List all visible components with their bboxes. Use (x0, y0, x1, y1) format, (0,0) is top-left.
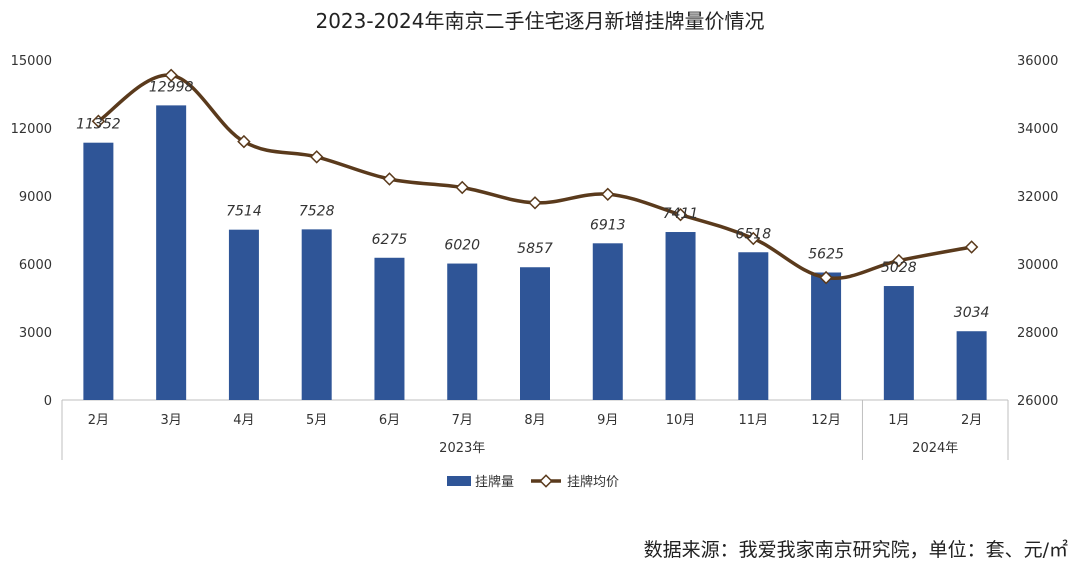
legend: 挂牌量 挂牌均价 (447, 474, 619, 490)
x-axis-tick: 7月 (452, 413, 473, 428)
line-point (237, 134, 251, 149)
bar (520, 267, 550, 400)
bar-data-label: 6020 (444, 238, 480, 254)
x-axis-tick: 10月 (666, 413, 696, 428)
x-axis-tick: 4月 (233, 413, 254, 428)
x-axis-tick: 5月 (306, 413, 327, 428)
left-axis-tick: 6000 (19, 258, 52, 273)
legend-swatch-marker (539, 474, 553, 488)
line-point (964, 240, 979, 254)
bar-data-label: 11352 (76, 117, 121, 133)
data-labels: 11352 12998 7514 7528 6275 6020 5857 6913 7411 65… (76, 79, 989, 321)
bar-data-label: 5028 (881, 260, 917, 276)
chart-title: 2023-2024年南京二手住宅逐月新增挂牌量价情况 (315, 9, 764, 33)
axes: 0 3000 6000 9000 12000 15000 26000 28000 30000 32… (11, 54, 1058, 460)
bar (156, 105, 187, 401)
bar (811, 272, 842, 400)
left-axis-tick: 9000 (19, 190, 52, 205)
left-axis-tick: 12000 (11, 122, 52, 137)
line-point (528, 196, 542, 210)
left-axis-tick: 0 (44, 394, 52, 409)
x-axis-tick: 1月 (888, 413, 909, 428)
line-point (892, 253, 906, 268)
bar (301, 229, 332, 400)
line-point (455, 180, 469, 195)
line-series (91, 68, 979, 285)
x-axis-tick: 2月 (961, 413, 982, 428)
x-axis-tick: 11月 (739, 413, 769, 428)
bar-data-label: 6518 (735, 226, 771, 242)
x-axis-tick: 3月 (161, 413, 182, 428)
bar (883, 286, 914, 400)
x-axis-tick: 9月 (597, 413, 618, 428)
source-note: 数据来源：我爱我家南京研究院，单位：套、元/㎡ (644, 538, 1068, 561)
bar (447, 263, 478, 400)
bar-series (83, 105, 987, 401)
bar (592, 243, 623, 400)
bar (956, 331, 987, 400)
bar-data-label: 3034 (954, 305, 990, 321)
x-axis-tick: 8月 (524, 413, 545, 428)
legend-label-line: 挂牌均价 (567, 474, 619, 490)
bar-data-label: 6275 (372, 232, 408, 248)
x-axis-tick: 6月 (379, 413, 400, 428)
x-axis-group-label: 2023年 (439, 441, 485, 456)
left-axis-tick: 3000 (19, 326, 52, 341)
line-point (164, 68, 178, 83)
line-point (673, 207, 688, 222)
bar (374, 257, 405, 400)
line-point (91, 114, 106, 128)
left-axis-tick: 15000 (11, 54, 52, 69)
right-axis-tick: 36000 (1017, 54, 1058, 69)
x-axis-group-label: 2024年 (912, 441, 958, 456)
line-point (746, 231, 761, 246)
right-axis-tick: 32000 (1017, 190, 1058, 205)
bar (738, 252, 769, 400)
right-axis-tick: 34000 (1017, 122, 1058, 137)
bar (83, 142, 114, 401)
legend-swatch-bar (447, 476, 471, 486)
x-axis-tick: 12月 (811, 413, 841, 428)
bar-data-label: 7411 (663, 206, 699, 222)
bar-data-label: 7514 (226, 204, 262, 220)
legend-label-bar: 挂牌量 (475, 474, 514, 490)
bar-data-label: 6913 (590, 217, 626, 233)
bar-data-label: 7528 (299, 203, 335, 219)
bar-data-label: 5857 (517, 241, 553, 257)
right-axis-tick: 26000 (1017, 394, 1058, 409)
right-axis-tick: 30000 (1017, 258, 1058, 273)
line-point (382, 172, 397, 186)
line-point (819, 270, 833, 285)
bar (228, 229, 259, 400)
bar-data-label: 12998 (149, 79, 194, 95)
x-axis-tick: 2月 (88, 413, 109, 428)
bar (665, 232, 696, 400)
line-point (309, 150, 324, 164)
line-point (601, 187, 615, 202)
right-axis-tick: 28000 (1017, 326, 1058, 341)
bar-data-label: 5625 (808, 247, 844, 263)
